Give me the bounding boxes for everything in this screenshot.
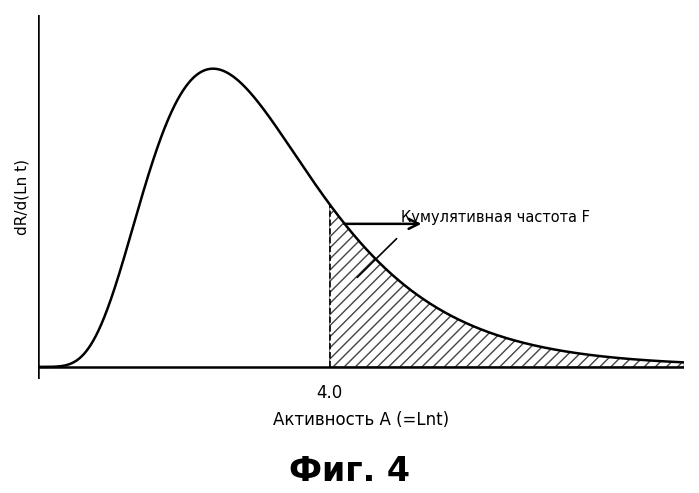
Y-axis label: dR/d(Ln t): dR/d(Ln t): [15, 159, 30, 235]
Text: Кумулятивная частота F: Кумулятивная частота F: [401, 211, 589, 225]
Text: Фиг. 4: Фиг. 4: [289, 455, 410, 488]
X-axis label: Активность A (=Lnt): Активность A (=Lnt): [273, 411, 449, 429]
